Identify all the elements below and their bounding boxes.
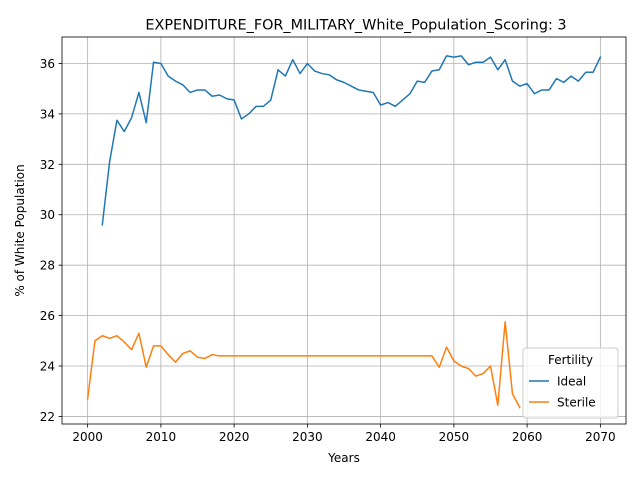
x-tick-label: 2050 [439,430,470,444]
y-tick-label: 34 [40,107,55,121]
x-tick-label: 2070 [585,430,616,444]
y-tick-label: 26 [40,309,55,323]
axes-frame [61,36,627,425]
y-axis-title: % of White Population [13,164,27,296]
series-lines [86,55,602,409]
legend-title: Fertility [548,353,593,367]
y-tick-label: 30 [40,208,55,222]
y-tick-label: 32 [40,158,55,172]
y-tick-label: 22 [40,410,55,424]
chart-title: EXPENDITURE_FOR_MILITARY_White_Populatio… [145,18,566,34]
y-tick-label: 36 [40,57,55,71]
x-tick-label: 2060 [512,430,543,444]
x-tick-label: 2030 [292,430,323,444]
x-axis-ticks: 2000 2010 2020 2030 2040 2050 2060 2070 [72,424,616,444]
y-tick-label: 24 [40,360,55,374]
legend: Fertility Ideal Sterile [522,347,619,419]
x-tick-label: 2020 [219,430,250,444]
x-tick-label: 2040 [365,430,396,444]
x-tick-label: 2000 [72,430,103,444]
legend-label-sterile: Sterile [557,396,596,410]
series-line-ideal [101,55,602,226]
legend-label-ideal: Ideal [557,375,586,389]
x-axis-title: Years [327,451,360,465]
x-tick-label: 2010 [146,430,177,444]
legend-box [522,347,619,419]
series-line-sterile [86,321,521,409]
y-tick-label: 28 [40,259,55,273]
y-axis-ticks: 22 24 26 28 30 32 34 36 [40,57,62,424]
